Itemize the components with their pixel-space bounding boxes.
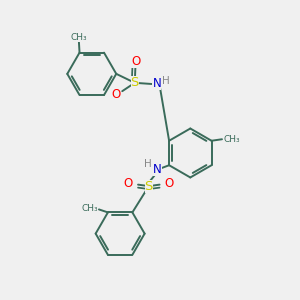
Text: S: S xyxy=(130,76,139,89)
Text: O: O xyxy=(131,55,141,68)
Text: H: H xyxy=(162,76,170,86)
Text: CH₃: CH₃ xyxy=(81,204,98,213)
Text: O: O xyxy=(164,177,174,190)
Text: O: O xyxy=(111,88,120,101)
Text: N: N xyxy=(153,163,161,176)
Text: N: N xyxy=(152,77,161,90)
Text: H: H xyxy=(144,159,152,169)
Text: CH₃: CH₃ xyxy=(224,135,240,144)
Text: S: S xyxy=(145,180,153,193)
Text: CH₃: CH₃ xyxy=(70,33,87,42)
Text: O: O xyxy=(124,177,133,190)
